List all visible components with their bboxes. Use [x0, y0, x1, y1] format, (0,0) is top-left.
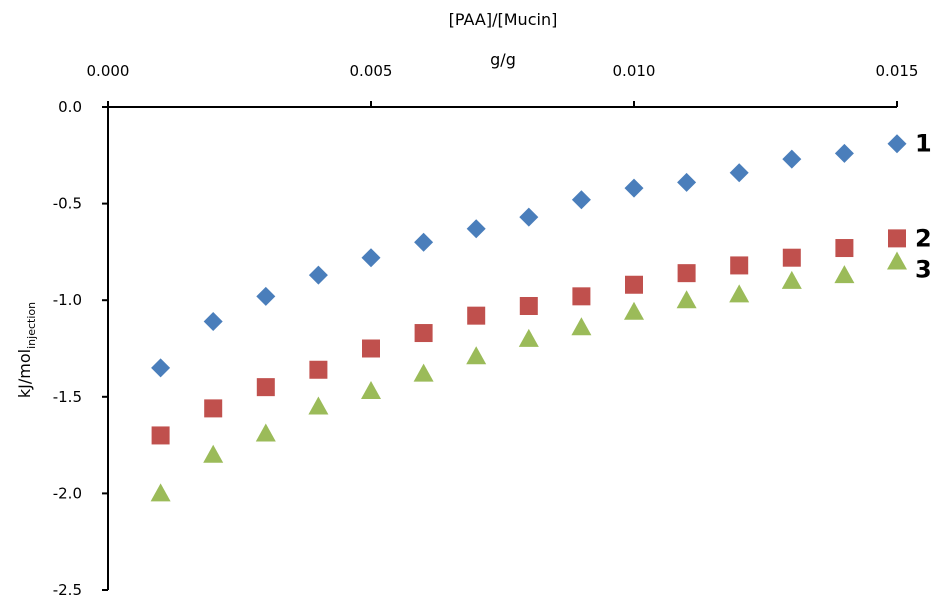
series-1-point — [624, 178, 644, 198]
y-axis-title: kJ/molinjection — [15, 302, 38, 398]
series-3-point — [203, 444, 224, 463]
series-2-point — [362, 339, 380, 358]
x-tick-label: 0.010 — [613, 62, 656, 80]
series-3-point — [413, 363, 434, 382]
series-3-point — [308, 396, 329, 415]
y-tick-label: -1.5 — [53, 388, 82, 406]
series-1-point — [203, 311, 223, 331]
series-1-point — [677, 172, 697, 192]
series-1-point — [834, 143, 854, 163]
series-3-point — [729, 284, 750, 303]
series-1-point — [256, 286, 276, 306]
series-2-point — [572, 287, 591, 306]
series-tag-1: 1 — [915, 130, 932, 158]
series-1-point — [151, 358, 171, 378]
y-tick-label: -2.5 — [53, 581, 82, 599]
x-axis-title-line1: [PAA]/[Mucin] — [449, 10, 558, 29]
data-points — [150, 134, 907, 502]
series-1-point — [729, 163, 749, 183]
series-1-point — [414, 232, 434, 252]
axis-ticks: 0.000 0.005 0.010 0.015 0.0 -0.5 -1.0 -1.5 -2.0 -… — [53, 62, 919, 599]
x-axis-title-line2: g/g — [490, 50, 516, 69]
series-3-point — [887, 251, 907, 270]
series-2-point — [730, 256, 749, 275]
series-tags: 1 2 3 — [915, 130, 932, 284]
x-tick-label: 0.000 — [87, 62, 130, 80]
series-2-point — [151, 426, 170, 445]
series-1-point — [782, 149, 802, 169]
series-3-point — [624, 301, 644, 320]
series-3-point — [255, 423, 276, 442]
series-3-point — [518, 328, 539, 347]
series-1-point — [571, 190, 591, 210]
series-2-point — [256, 378, 275, 397]
series-tag-2: 2 — [915, 224, 932, 252]
y-axis-title-sub: injection — [25, 302, 38, 349]
series-2-point — [888, 229, 906, 248]
series-1-point — [466, 219, 486, 239]
y-tick-label: -0.5 — [53, 195, 82, 213]
series-1-point — [887, 134, 907, 154]
series-tag-3: 3 — [915, 256, 932, 284]
series-1-point — [361, 248, 381, 268]
series-1-point — [519, 207, 539, 227]
series-2-point — [414, 324, 433, 343]
series-3-point — [361, 381, 381, 400]
series-3-point — [150, 483, 171, 502]
series-2-point — [519, 296, 538, 315]
series-2-point — [782, 248, 801, 267]
series-2-point — [677, 264, 696, 283]
y-tick-label: -1.0 — [53, 291, 82, 309]
series-2-point — [309, 360, 328, 379]
series-2-point — [625, 275, 643, 294]
y-tick-label: 0.0 — [58, 98, 82, 116]
series-2-point — [204, 399, 223, 418]
series-2-point — [467, 306, 486, 325]
series-3-point — [834, 265, 855, 284]
y-axis-title-main: kJ/mol — [15, 349, 34, 398]
series-3-point — [676, 290, 697, 309]
series-1-point — [308, 265, 328, 285]
series-3-point — [466, 346, 487, 365]
series-3-point — [781, 270, 802, 289]
series-3-point — [571, 317, 592, 336]
x-tick-label: 0.015 — [876, 62, 919, 80]
x-tick-label: 0.005 — [350, 62, 393, 80]
series-2-point — [835, 239, 854, 258]
y-tick-label: -2.0 — [53, 484, 82, 502]
